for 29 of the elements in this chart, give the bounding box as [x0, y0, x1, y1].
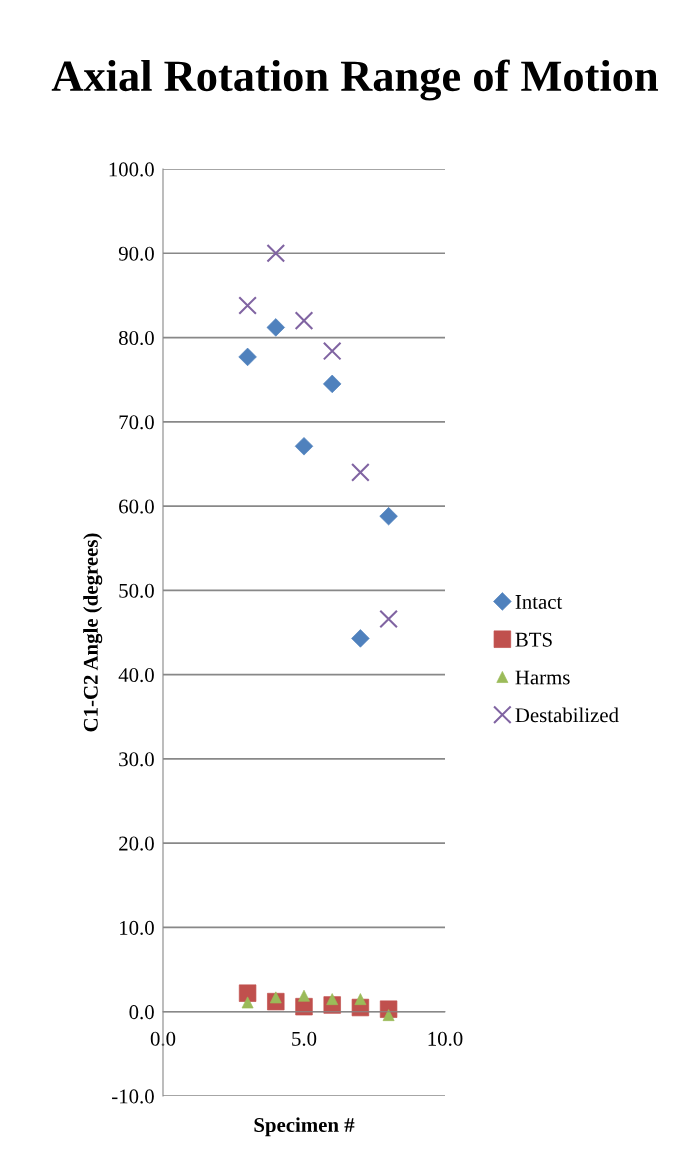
y-tick-label: 90.0 — [118, 246, 154, 261]
legend-label: Intact — [515, 595, 563, 609]
point — [379, 609, 398, 629]
y-tick-label: 10.0 — [120, 920, 154, 935]
y-tick-label: 50.0 — [119, 583, 154, 598]
x-tick-label: 0.0 — [150, 1031, 176, 1046]
legend-label: Harms — [515, 670, 570, 685]
y-tick-label: -10.0 — [112, 1089, 154, 1104]
point — [294, 311, 314, 331]
x-axis-title: Specimen # — [254, 1117, 355, 1137]
y-tick-label: 0.0 — [129, 1005, 154, 1020]
y-tick-label: 40.0 — [118, 668, 154, 683]
point — [379, 507, 398, 526]
legend-label: BTS — [515, 632, 552, 647]
y-tick-label: 60.0 — [119, 499, 154, 514]
x-tick-label: 10.0 — [428, 1031, 463, 1046]
y-axis-title: C1-C2 Angle (degrees) — [83, 533, 103, 732]
legend-label: Destabilized — [515, 707, 619, 723]
point — [266, 243, 286, 263]
chart-title: Axial Rotation Range of Motion — [51, 59, 659, 101]
y-tick-label: 20.0 — [119, 836, 154, 851]
y-tick-label: 70.0 — [119, 415, 154, 430]
point — [351, 463, 370, 482]
point — [322, 341, 342, 361]
y-tick-label: 100.0 — [109, 162, 154, 177]
x-tick-label: 5.0 — [292, 1031, 317, 1046]
y-tick-label: 30.0 — [119, 752, 154, 767]
y-tick-label: 80.0 — [119, 330, 154, 346]
point — [238, 296, 257, 315]
